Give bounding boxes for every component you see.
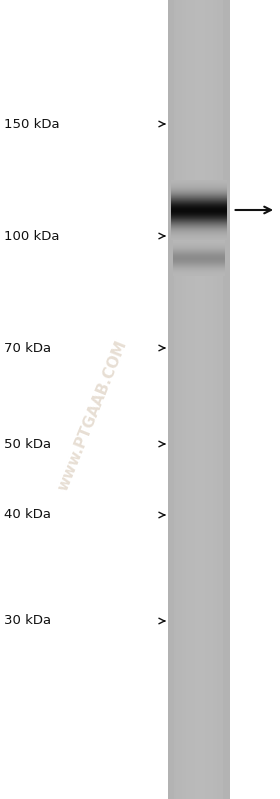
Bar xyxy=(199,0,201,799)
Bar xyxy=(223,0,225,799)
Bar xyxy=(172,0,174,799)
Text: 150 kDa: 150 kDa xyxy=(4,117,60,130)
Bar xyxy=(215,0,217,799)
Text: 30 kDa: 30 kDa xyxy=(4,614,51,627)
Bar xyxy=(217,0,219,799)
Bar xyxy=(168,0,230,799)
Bar xyxy=(174,0,223,799)
Bar xyxy=(207,0,209,799)
Bar xyxy=(221,0,223,799)
Bar xyxy=(188,0,191,799)
Bar xyxy=(211,0,213,799)
Bar xyxy=(195,0,197,799)
Bar xyxy=(213,0,215,799)
Text: 100 kDa: 100 kDa xyxy=(4,229,59,243)
Bar xyxy=(174,0,176,799)
Text: www.PTGAAB.COM: www.PTGAAB.COM xyxy=(55,338,130,493)
Bar xyxy=(180,0,182,799)
Bar xyxy=(178,0,180,799)
Bar xyxy=(205,0,207,799)
Bar xyxy=(176,0,178,799)
Bar xyxy=(182,0,185,799)
Bar xyxy=(225,0,228,799)
Text: 70 kDa: 70 kDa xyxy=(4,341,51,355)
Bar xyxy=(185,0,186,799)
Bar xyxy=(170,0,172,799)
Bar xyxy=(209,0,211,799)
Bar xyxy=(201,0,203,799)
Bar xyxy=(186,0,188,799)
Bar xyxy=(191,0,193,799)
Bar xyxy=(228,0,230,799)
Text: 40 kDa: 40 kDa xyxy=(4,508,51,522)
Bar xyxy=(193,0,195,799)
Text: 50 kDa: 50 kDa xyxy=(4,438,51,451)
Bar xyxy=(219,0,221,799)
Bar xyxy=(197,0,199,799)
Bar xyxy=(168,0,170,799)
Bar xyxy=(203,0,205,799)
